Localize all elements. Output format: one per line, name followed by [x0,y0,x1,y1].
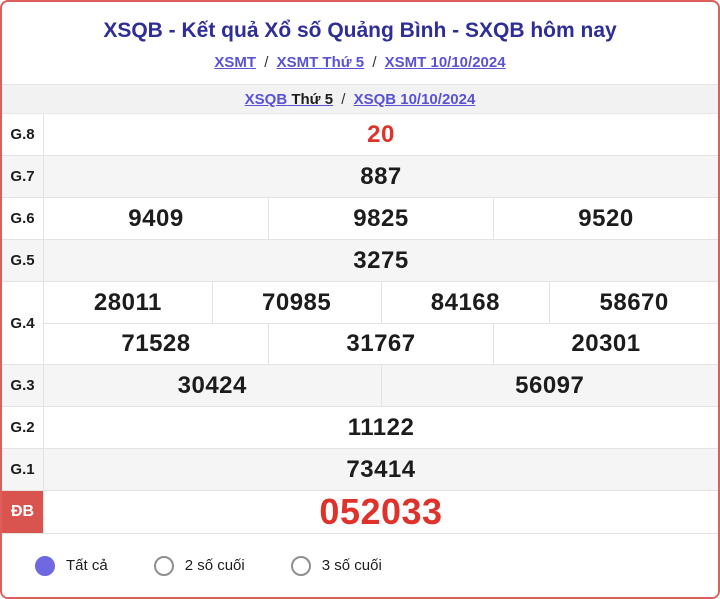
prize-line: 3275 [44,240,718,281]
filter-option[interactable]: 2 số cuối [153,555,245,576]
prize-value: 56097 [515,371,585,399]
prize-label: G.1 [2,449,44,490]
prize-value: 31767 [346,330,416,357]
breadcrumb-region: XSMT / XSMT Thứ 5 / XSMT 10/10/2024 [2,53,718,72]
prize-cell: 052033 [44,491,718,533]
prize-label: G.4 [2,282,44,364]
prize-cell: 9409 [44,198,268,239]
filter-option-label: 2 số cuối [184,557,245,574]
page-title: XSQB - Kết quả Xổ số Quảng Bình - SXQB h… [103,19,617,42]
prize-value: 73414 [346,455,416,483]
filter-option[interactable]: 3 số cuối [290,555,382,576]
prize-label: G.2 [2,407,44,448]
results-table: G.8 20 G.7 887 G.6 9409 9825 9520 G.5 3275 G.4 2801… [2,114,718,534]
prize-value: 9520 [578,204,634,232]
prize-value: 20 [367,120,395,148]
prize-value: 70985 [262,288,332,316]
sub-breadcrumb-band: XSQB Thứ 5 / XSQB 10/10/2024 [2,84,718,114]
filter-bar: Tất cả 2 số cuối 3 số cuối [2,534,718,597]
prize-value: 84168 [430,288,500,316]
prize-cell: 9520 [493,198,718,239]
prize-cell: 28011 [44,282,212,323]
result-row: G.4 28011 70985 84168 58670 71528 31767 20301 [2,282,718,365]
prize-cell: 30424 [44,365,381,406]
result-row: ĐB 052033 [2,491,718,534]
radio-button-icon[interactable] [153,555,174,576]
prize-label: G.3 [2,365,44,406]
prize-cell: 70985 [211,282,381,323]
breadcrumb-separator: / [264,54,269,71]
prize-cell: 84168 [380,282,550,323]
breadcrumb-link-xsmt[interactable]: XSMT [214,54,257,71]
prize-value: 9409 [128,204,184,232]
prize-cell: 11122 [44,407,718,448]
breadcrumb-separator: / [341,91,346,108]
radio-button-icon[interactable] [35,555,55,576]
breadcrumb-separator: / [372,54,377,71]
prize-label: ĐB [2,491,44,533]
prize-cell: 9825 [268,198,493,239]
breadcrumb-link-thu5-label: Thứ 5 [291,91,334,108]
prize-line: 71528 31767 20301 [44,323,718,364]
result-row: G.3 30424 56097 [2,365,718,407]
result-row: G.2 11122 [2,407,718,449]
prize-value: 30424 [177,371,247,399]
prize-value: 71528 [121,330,191,357]
prize-cell: 31767 [268,324,493,364]
filter-option-label: 3 số cuối [321,557,382,574]
breadcrumb-link-xsmt-date[interactable]: XSMT 10/10/2024 [384,54,506,71]
prize-cell: 3275 [44,240,718,281]
result-row: G.6 9409 9825 9520 [2,198,718,240]
prize-line: 11122 [44,407,718,448]
prize-label: G.7 [2,156,44,197]
prize-cell: 73414 [44,449,718,490]
breadcrumb-link-xsqb-thu5[interactable]: XSQB Thứ 5 [245,91,333,108]
prize-value: 11122 [347,413,415,441]
prize-cell: 58670 [549,282,718,323]
result-row: G.5 3275 [2,240,718,282]
radio-button-icon[interactable] [290,555,311,576]
result-row: G.7 887 [2,156,718,198]
prize-line: 052033 [44,491,718,533]
prize-cell: 20 [44,114,718,155]
prize-line: 9409 9825 9520 [44,198,718,239]
prize-value: 052033 [319,491,443,532]
result-row: G.8 20 [2,114,718,156]
breadcrumb-link-xsmt-thu5[interactable]: XSMT Thứ 5 [276,54,365,71]
prize-label: G.5 [2,240,44,281]
prize-line: 20 [44,114,718,155]
prize-value: 28011 [93,288,162,316]
prize-cell: 20301 [493,324,718,364]
prize-value: 887 [360,162,402,190]
prize-label: G.6 [2,198,44,239]
breadcrumb-link-xsqb-label: XSQB [244,91,288,108]
prize-line: 30424 56097 [44,365,718,406]
prize-line: 28011 70985 84168 58670 [44,282,718,323]
breadcrumb-link-xsqb-date[interactable]: XSQB 10/10/2024 [353,91,476,108]
result-row: G.1 73414 [2,449,718,491]
prize-line: 73414 [44,449,718,490]
filter-option[interactable]: Tất cả [35,555,108,576]
prize-line: 887 [44,156,718,197]
prize-cell: 71528 [44,324,268,364]
prize-cell: 887 [44,156,718,197]
prize-cell: 56097 [380,365,719,406]
prize-label: G.8 [2,114,44,155]
prize-value: 20301 [571,330,641,357]
filter-option-label: Tất cả [66,557,108,574]
prize-value: 9825 [353,204,409,232]
prize-value: 58670 [599,288,669,316]
prize-value: 3275 [353,246,409,274]
